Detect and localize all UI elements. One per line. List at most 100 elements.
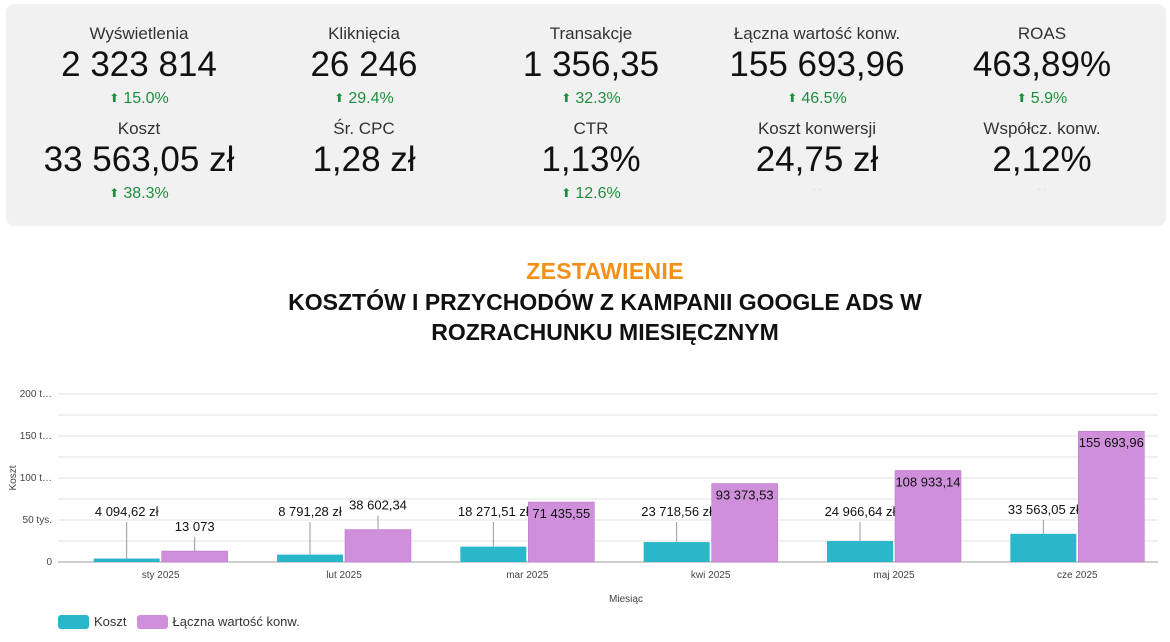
data-label-wartosc-konw: 108 933,14	[895, 474, 960, 489]
kpi-delta-value: 46.5%	[801, 90, 847, 107]
kpi-value: 155 693,96	[729, 45, 905, 84]
kpi-wyswietlenia[interactable]: Wyświetlenia 2 323 814 ⬆ 15.0%	[24, 23, 254, 110]
kpi-value: 33 563,05 zł	[43, 140, 235, 179]
kpi-panel: Wyświetlenia 2 323 814 ⬆ 15.0% Kliknięcia 26 …	[6, 4, 1166, 226]
legend-swatch-wartosc-konw	[136, 614, 168, 629]
kpi-delta: ⬆ 46.5%	[702, 88, 932, 110]
chart-title-accent: ZESTAWIENIE	[526, 258, 684, 284]
kpi-delta-placeholder: · ·	[1037, 184, 1047, 195]
y-tick-label: 50 tys.	[23, 515, 52, 526]
y-tick-label: 0	[46, 557, 52, 568]
kpi-label: Współcz. konw.	[983, 119, 1101, 138]
data-label-wartosc-konw: 155 693,96	[1079, 435, 1144, 450]
x-tick-label: kwi 2025	[691, 570, 731, 581]
chart-title-line-2: ROZRACHUNKU MIESIĘCZNYM	[431, 319, 779, 345]
arrow-up-icon: ⬆	[109, 186, 120, 200]
bar-koszt	[1010, 533, 1077, 562]
kpi-delta: ⬆ 29.4%	[249, 88, 479, 110]
x-tick-label: cze 2025	[1057, 570, 1098, 581]
arrow-up-icon: ⬆	[561, 186, 572, 200]
y-tick-label: 100 t…	[20, 473, 52, 484]
kpi-transakcje[interactable]: Transakcje 1 356,35 ⬆ 32.3%	[476, 23, 706, 110]
legend-label-wartosc-konw: Łączna wartość konw.	[172, 614, 300, 629]
data-label-wartosc-konw: 13 073	[175, 519, 215, 534]
arrow-up-icon: ⬆	[561, 91, 572, 105]
kpi-sr-cpc[interactable]: Śr. CPC 1,28 zł	[249, 118, 479, 180]
kpi-value: 26 246	[310, 45, 418, 84]
kpi-delta-value: 5.9%	[1030, 90, 1068, 107]
bar-wartosc-konw	[344, 529, 412, 563]
bar-koszt	[277, 554, 343, 562]
x-tick-label: sty 2025	[142, 570, 180, 581]
kpi-delta-value: 15.0%	[123, 90, 169, 107]
arrow-up-icon: ⬆	[334, 91, 345, 105]
data-label-koszt: 23 718,56 zł	[641, 504, 712, 519]
kpi-delta: ⬆ 5.9%	[927, 88, 1157, 110]
data-label-koszt: 33 563,05 zł	[1008, 502, 1079, 517]
legend-item-koszt[interactable]: Koszt	[58, 614, 127, 629]
kpi-value: 1,13%	[541, 140, 641, 179]
kpi-delta: ⬆ 38.3%	[24, 183, 254, 205]
legend-item-wartosc-konw[interactable]: Łączna wartość konw.	[136, 614, 300, 629]
kpi-delta-value: 32.3%	[575, 90, 621, 107]
data-label-wartosc-konw: 71 435,55	[532, 506, 590, 521]
x-axis-label: Miesiąc	[609, 594, 643, 605]
kpi-value: 2 323 814	[61, 45, 217, 84]
x-tick-label: lut 2025	[326, 570, 362, 581]
arrow-up-icon: ⬆	[787, 91, 798, 105]
kpi-delta-value: 12.6%	[575, 185, 621, 202]
kpi-label: CTR	[573, 119, 609, 138]
kpi-label: Transakcje	[549, 24, 633, 43]
data-label-koszt: 24 966,64 zł	[825, 504, 896, 519]
bar-koszt	[93, 558, 160, 562]
kpi-label: Łączna wartość konw.	[733, 24, 901, 43]
kpi-laczna-wartosc-konw[interactable]: Łączna wartość konw. 155 693,96 ⬆ 46.5%	[702, 23, 932, 110]
data-label-koszt: 8 791,28 zł	[278, 504, 342, 519]
kpi-label: Koszt	[117, 119, 161, 138]
kpi-ctr[interactable]: CTR 1,13% ⬆ 12.6%	[476, 118, 706, 205]
kpi-label: Wyświetlenia	[89, 24, 189, 43]
chart-title-line-1: KOSZTÓW I PRZYCHODÓW Z KAMPANII GOOGLE A…	[288, 289, 922, 315]
kpi-label: ROAS	[1017, 24, 1067, 43]
kpi-delta: ⬆ 15.0%	[24, 88, 254, 110]
kpi-delta: ⬆ 32.3%	[476, 88, 706, 110]
bar-wartosc-konw	[1078, 430, 1145, 563]
kpi-roas[interactable]: ROAS 463,89% ⬆ 5.9%	[927, 23, 1157, 110]
data-label-koszt: 4 094,62 zł	[95, 504, 159, 519]
bar-koszt	[460, 546, 527, 562]
y-axis-label: Koszt	[8, 465, 19, 490]
kpi-value: 24,75 zł	[755, 140, 879, 179]
kpi-value: 1 356,35	[522, 45, 660, 84]
legend-swatch-koszt	[58, 614, 89, 629]
kpi-value: 1,28 zł	[312, 140, 416, 179]
data-label-wartosc-konw: 93 373,53	[716, 488, 774, 503]
kpi-value: 463,89%	[972, 45, 1112, 84]
y-tick-label: 150 t…	[20, 431, 52, 442]
bar-wartosc-konw	[528, 501, 595, 563]
arrow-up-icon: ⬆	[1016, 91, 1027, 105]
kpi-delta: ⬆ 12.6%	[476, 183, 706, 205]
chart-legend: Koszt Łączna wartość konw.	[58, 614, 310, 629]
kpi-delta-value: 38.3%	[123, 185, 169, 202]
kpi-koszt[interactable]: Koszt 33 563,05 zł ⬆ 38.3%	[24, 118, 254, 205]
x-tick-label: maj 2025	[873, 570, 915, 581]
bar-wartosc-konw	[711, 483, 778, 563]
bar-koszt	[827, 541, 893, 562]
data-label-wartosc-konw: 38 602,34	[349, 498, 407, 513]
kpi-label: Śr. CPC	[333, 119, 395, 138]
bar-wartosc-konw	[894, 470, 962, 563]
kpi-wspolcz-konw[interactable]: Współcz. konw. 2,12% · ·	[927, 118, 1157, 205]
bar-koszt	[643, 542, 710, 562]
kpi-delta-placeholder: · ·	[812, 184, 822, 195]
y-tick-label: 200 t…	[20, 389, 52, 400]
x-tick-label: mar 2025	[506, 570, 549, 581]
bar-wartosc-konw	[161, 550, 228, 563]
kpi-koszt-konwersji[interactable]: Koszt konwersji 24,75 zł · ·	[702, 118, 932, 205]
kpi-delta-value: 29.4%	[348, 90, 394, 107]
kpi-label: Kliknięcia	[328, 24, 400, 43]
kpi-klikniecia[interactable]: Kliknięcia 26 246 ⬆ 29.4%	[249, 23, 479, 110]
bar-chart: 0 50 tys. 100 t… 150 t… 200 t… Koszt Miesiąc st…	[8, 389, 1158, 605]
legend-label-koszt: Koszt	[94, 614, 127, 629]
kpi-label: Koszt konwersji	[757, 119, 877, 138]
chart-title: KOSZTÓW I PRZYCHODÓW Z KAMPANII GOOGLE A…	[0, 287, 1170, 347]
